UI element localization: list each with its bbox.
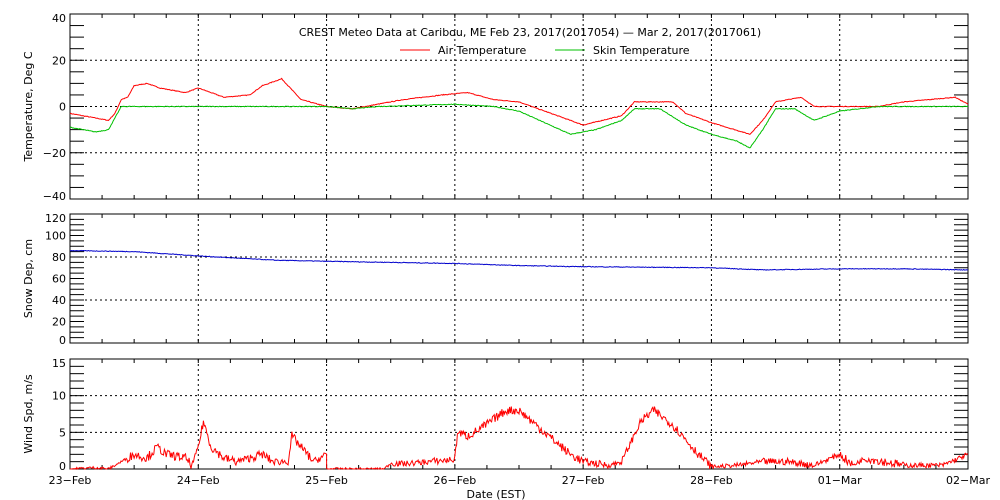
y-tick-label: −40	[43, 190, 66, 203]
y-axis-label: Temperature, Deg C	[22, 51, 35, 162]
panel-2: 15 10 5 0 Wind Spd, m/s 23−Feb 24−Feb 25−Feb 26−…	[22, 357, 990, 487]
y-tick-label: 100	[45, 230, 66, 243]
y-tick-label: 0	[59, 101, 66, 114]
y-tick-label: 0	[59, 334, 66, 347]
legend-skin-label: Skin Temperature	[593, 44, 690, 57]
x-tick-label: 28−Feb	[690, 474, 733, 487]
y-tick-label: 15	[52, 357, 66, 370]
plot-frame	[69, 358, 969, 470]
y-tick-label: 5	[59, 426, 66, 439]
panel-0: 40 20 0 −20 −40 Temperature, Deg C	[22, 12, 969, 203]
series-wind-speed	[70, 406, 969, 471]
y-tick-label: 0	[59, 460, 66, 473]
x-tick-label: 02−Mar	[946, 474, 990, 487]
legend-air-label: Air Temperature	[438, 44, 527, 57]
x-tick-label: 24−Feb	[177, 474, 220, 487]
y-tick-label: −20	[43, 147, 66, 160]
series-snow-depth	[69, 249, 968, 271]
chart-title: CREST Meteo Data at Caribou, ME Feb 23, …	[299, 26, 761, 39]
y-tick-label: 120	[45, 212, 66, 225]
x-tick-label: 23−Feb	[49, 474, 92, 487]
x-tick-label: 26−Feb	[434, 474, 477, 487]
y-tick-label: 10	[52, 390, 66, 403]
series-skin-temperature	[69, 103, 969, 149]
y-tick-label: 80	[52, 251, 66, 264]
y-axis-label: Wind Spd, m/s	[22, 374, 35, 454]
x-tick-label: 27−Feb	[562, 474, 605, 487]
x-tick-label: 01−Mar	[818, 474, 862, 487]
y-tick-label: 40	[52, 294, 66, 307]
legend: Air Temperature Skin Temperature	[400, 44, 690, 57]
y-tick-label: 20	[52, 316, 66, 329]
panel-1: 120 100 80 60 40 20 0 Snow Dep, cm	[22, 212, 969, 347]
x-axis-label: Date (EST)	[466, 488, 525, 500]
series-air-temperature	[69, 77, 969, 135]
y-axis-label: Snow Dep, cm	[22, 239, 35, 318]
y-tick-label: 60	[52, 273, 66, 286]
plot-frame	[69, 213, 969, 344]
y-tick-label: 20	[52, 54, 66, 67]
y-tick-label: 40	[52, 12, 66, 25]
x-tick-label: 25−Feb	[305, 474, 348, 487]
